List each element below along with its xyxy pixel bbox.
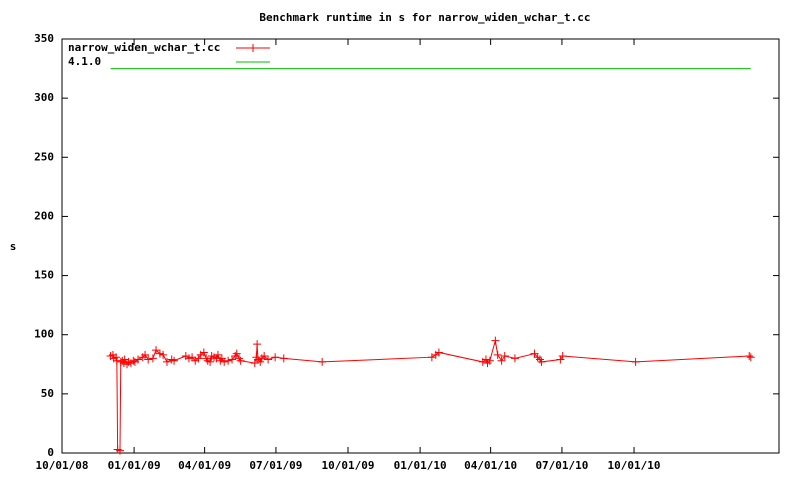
point-marker: [746, 353, 755, 362]
legend-marker: [249, 44, 257, 52]
x-tick-label: 10/01/08: [36, 459, 89, 472]
x-tick-label: 10/01/09: [322, 459, 375, 472]
point-marker: [491, 336, 500, 345]
x-tick-label: 04/01/09: [178, 459, 231, 472]
point-marker: [152, 346, 161, 355]
y-tick-label: 100: [34, 328, 54, 341]
legend-label: 4.1.0: [68, 55, 101, 68]
point-marker: [279, 354, 288, 363]
point-marker: [199, 348, 208, 357]
y-tick-label: 150: [34, 269, 54, 282]
point-marker: [206, 357, 215, 366]
point-marker: [260, 352, 269, 361]
point-marker: [481, 355, 490, 364]
point-marker: [163, 357, 172, 366]
y-tick-label: 300: [34, 91, 54, 104]
y-axis-label: s: [10, 240, 17, 253]
point-marker: [232, 349, 241, 358]
x-tick-label: 04/01/10: [464, 459, 517, 472]
point-marker: [134, 355, 143, 364]
point-marker: [497, 356, 506, 365]
y-tick-label: 0: [47, 446, 54, 459]
x-tick-label: 10/01/10: [608, 459, 661, 472]
point-marker: [148, 354, 157, 363]
point-marker: [159, 350, 168, 359]
x-tick-label: 01/01/09: [108, 459, 161, 472]
point-marker: [236, 356, 245, 365]
point-marker: [510, 354, 519, 363]
point-marker: [558, 352, 567, 361]
point-marker: [144, 355, 153, 364]
legend-label: narrow_widen_wchar_t.cc: [68, 41, 220, 54]
y-tick-label: 200: [34, 209, 54, 222]
point-marker: [220, 357, 229, 366]
chart-title: Benchmark runtime in s for narrow_widen_…: [259, 11, 590, 24]
point-marker: [500, 352, 509, 361]
point-marker: [318, 357, 327, 366]
y-tick-label: 250: [34, 150, 54, 163]
point-marker: [115, 446, 124, 455]
point-marker: [141, 350, 150, 359]
point-marker: [493, 350, 502, 359]
x-tick-label: 07/01/10: [535, 459, 588, 472]
point-marker: [213, 350, 222, 359]
point-marker: [224, 356, 233, 365]
point-marker: [271, 353, 280, 362]
point-marker: [112, 353, 121, 362]
point-marker: [264, 355, 273, 364]
point-marker: [434, 348, 443, 357]
point-marker: [129, 356, 138, 365]
point-marker: [537, 357, 546, 366]
point-marker: [485, 356, 494, 365]
plot-frame: [61, 38, 780, 454]
point-marker: [253, 340, 262, 349]
point-marker: [170, 356, 179, 365]
x-tick-label: 07/01/09: [249, 459, 302, 472]
point-marker: [745, 352, 754, 361]
y-tick-label: 350: [34, 32, 54, 45]
point-marker: [631, 357, 640, 366]
point-marker: [256, 357, 265, 366]
y-tick-label: 50: [41, 387, 54, 400]
x-tick-label: 01/01/10: [394, 459, 447, 472]
